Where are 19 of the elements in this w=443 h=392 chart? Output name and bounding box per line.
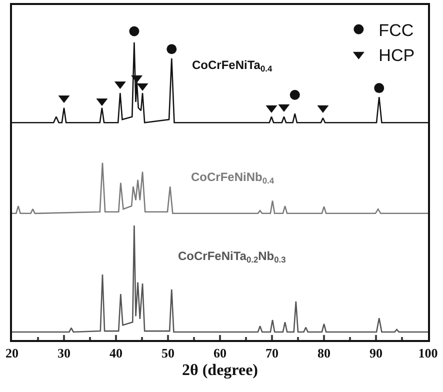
point [166, 44, 177, 54]
point [290, 90, 300, 100]
legend-label: HCP [378, 46, 415, 65]
x-tick-label: 70 [266, 346, 278, 361]
x-tick-label: 40 [110, 346, 122, 361]
point [129, 26, 140, 36]
x-tick-label: 100 [418, 346, 438, 361]
x-tick-label: 90 [370, 346, 382, 361]
x-tick-label: 80 [318, 346, 330, 361]
x-tick-label: 50 [162, 346, 174, 361]
legend-label: FCC [378, 20, 414, 40]
annotation: CoCrFeNiTa$_{0.2}$Nb$_{0.3}$ [178, 249, 286, 265]
annotation: CoCrFeNiNb$_{0.4}$ [191, 170, 274, 186]
x-tick-label: 20 [6, 346, 18, 361]
x-axis-title: 2θ (degree) [182, 362, 258, 379]
point [374, 83, 384, 94]
x-tick-label: 60 [214, 346, 226, 361]
x-tick-label: 30 [58, 346, 70, 361]
annotation: CoCrFeNiTa$_{0.4}$ [192, 58, 272, 74]
